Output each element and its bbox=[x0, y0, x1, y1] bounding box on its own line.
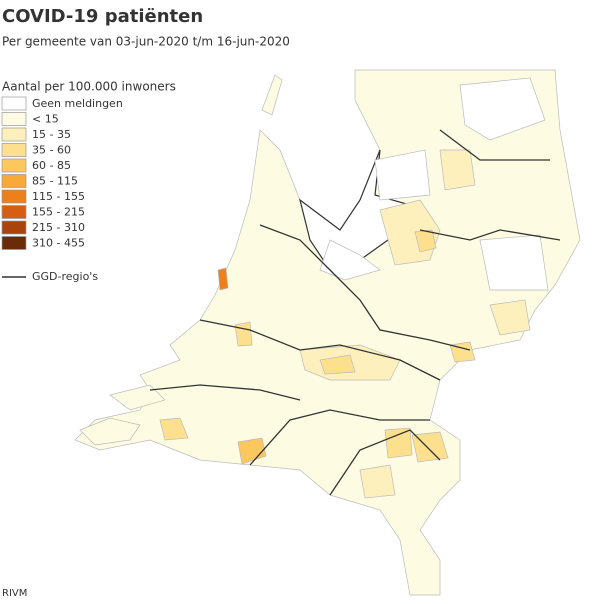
region bbox=[479, 234, 549, 291]
region bbox=[217, 267, 229, 291]
legend-swatch bbox=[1, 158, 27, 173]
legend: Geen meldingen < 15 15 - 35 35 - 60 60 - 85 8… bbox=[1, 96, 123, 250]
region bbox=[319, 239, 381, 281]
region bbox=[237, 437, 267, 465]
legend-label: 215 - 310 bbox=[32, 221, 85, 234]
region bbox=[234, 321, 253, 347]
legend-label: Geen meldingen bbox=[32, 97, 123, 110]
legend-swatch bbox=[1, 174, 27, 188]
region bbox=[459, 77, 546, 141]
zeeland-island bbox=[79, 417, 141, 446]
region bbox=[374, 149, 431, 201]
legend-label: 155 - 215 bbox=[32, 206, 85, 219]
map bbox=[74, 69, 581, 596]
legend-label: 310 - 455 bbox=[32, 237, 85, 250]
legend-swatch bbox=[1, 205, 27, 219]
region-line-label: GGD-regio's bbox=[32, 270, 98, 283]
legend-label: 115 - 155 bbox=[32, 190, 85, 203]
legend-title: Aantal per 100.000 inwoners bbox=[2, 80, 176, 94]
subtitle: Per gemeente van 03-jun-2020 t/m 16-jun-… bbox=[2, 35, 290, 49]
zeeland-island bbox=[109, 384, 166, 411]
ggd-border bbox=[149, 129, 561, 496]
legend-label: 85 - 115 bbox=[32, 175, 78, 188]
legend-swatch bbox=[1, 127, 27, 142]
legend-swatch bbox=[1, 96, 27, 111]
source: RIVM bbox=[2, 588, 27, 599]
region bbox=[384, 427, 413, 459]
legend-swatch bbox=[1, 236, 27, 250]
region bbox=[159, 417, 189, 441]
legend-label: 35 - 60 bbox=[32, 144, 71, 157]
legend-swatch bbox=[1, 112, 27, 126]
region bbox=[319, 354, 356, 375]
legend-label: 60 - 85 bbox=[32, 159, 71, 172]
region bbox=[439, 149, 476, 191]
legend-label: 15 - 35 bbox=[32, 128, 71, 141]
legend-swatch bbox=[1, 143, 27, 157]
region bbox=[489, 299, 531, 336]
title: COVID-19 patiënten bbox=[2, 6, 203, 27]
legend-label: < 15 bbox=[32, 113, 59, 126]
legend-swatch bbox=[1, 220, 27, 235]
region bbox=[411, 431, 449, 463]
texel bbox=[261, 74, 283, 116]
legend-swatch bbox=[1, 189, 27, 204]
region bbox=[359, 464, 396, 499]
